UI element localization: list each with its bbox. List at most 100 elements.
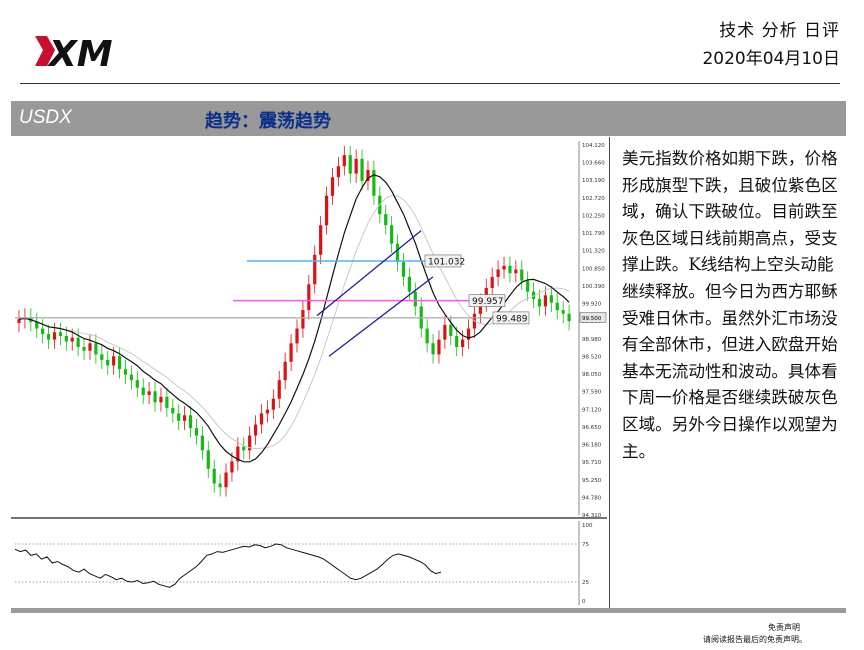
ma-fast-line [18,174,570,463]
candle-body [336,166,341,178]
trend-label: 趋势：震荡趋势 [205,111,331,132]
xm-logo: XM [35,34,113,74]
candle-body [496,269,500,277]
candle-body [153,391,157,403]
candle-body [206,450,210,469]
candle-body [319,225,323,255]
candle-body [212,468,216,484]
price-tick-label: 103.660 [582,161,605,167]
candle-body [520,269,524,281]
candle-body [413,291,417,307]
candle-body [117,356,122,370]
candle-body [159,396,163,403]
candle-body [88,343,92,351]
price-tick-label: 103.190 [582,178,605,184]
candle-body [248,435,252,451]
candle-body [407,276,411,292]
price-tick-label: 95.250 [582,478,602,484]
candle-body [64,335,68,342]
price-tick-label: 99.920 [582,302,602,308]
price-tick-label: 100.390 [582,284,605,290]
level-label-box [492,311,530,325]
price-tick-label: 104.120 [582,143,605,149]
report-title: 技术 分析 日评 [719,21,840,41]
candle-body [52,332,57,340]
moving-averages-layer [18,174,570,463]
header-divider [20,83,840,84]
candle-body [526,280,530,292]
candle-body [165,396,169,408]
price-tick-label: 102.720 [582,196,605,202]
candle-body [360,158,364,181]
price-tick-label: 95.710 [582,460,602,466]
candle-body [330,177,335,196]
trendlines-layer [316,230,434,357]
candle-body [183,415,187,421]
candle-body [514,269,518,274]
candle-body [390,225,394,244]
candle-body [123,369,128,375]
oscillator-tick-label: 25 [582,580,589,586]
candle-body [194,428,199,436]
candle-body [342,155,346,167]
candle-body [466,328,471,340]
candle-body [236,446,240,462]
candle-body [295,328,299,344]
candle-body [366,169,370,181]
levels-layer: 101.032 99.957 99.489 [15,254,530,325]
oscillator-tick-label: 75 [582,542,589,548]
candle-body [253,424,258,436]
candle-body [141,387,145,395]
candle-body [106,359,110,366]
instrument-symbol: USDX [19,107,72,128]
candle-body [372,169,376,196]
level-label: 99.489 [496,314,528,324]
candle-body [490,276,494,288]
candle-body [384,214,388,226]
candle-body [567,313,571,322]
candle-body [543,295,548,307]
candle-body [177,413,181,421]
candle-body [46,334,51,340]
candle-body [135,380,139,388]
price-tick-label: 98.520 [582,354,602,360]
candle-body [301,310,305,329]
price-tick-label: 97.590 [582,390,602,396]
candle-body [242,446,246,451]
candle-body [283,361,287,381]
level-label-box [424,254,462,268]
candle-body [17,319,21,324]
price-tick-label: 97.120 [582,407,602,413]
candle-body [531,291,536,300]
candle-body [82,347,86,351]
price-axis: 104.120 103.660 103.190 102.720 102.250 101.7… [578,141,607,519]
price-chart-panel: 101.032 99.957 99.489 104.120 103.660 103.19… [11,137,610,609]
price-tick-label: 98.050 [582,372,602,378]
oscillator-panel: 100 75 25 0 [14,521,593,605]
price-tick-label: 94.310 [582,513,602,519]
candle-body [461,339,465,348]
candle-body [537,299,542,307]
disclaimer-title: 免责声明 [768,623,800,632]
candle-body [129,374,133,381]
candle-body [561,310,565,314]
analysis-commentary: 美元指数价格如期下跌，价格形成旗型下跌，且破位紫色区域，确认下跌破位。目前跌至灰… [622,149,838,461]
price-tick-label: 102.250 [582,213,605,219]
price-tick-label: 101.790 [582,231,605,237]
candle-body [431,343,435,355]
candle-body [449,324,453,336]
candles-layer [17,145,571,497]
candle-body [94,343,98,355]
candle-body [443,324,447,340]
candle-body [76,337,80,348]
candle-body [58,332,63,336]
price-tick-label: 96.180 [582,443,602,449]
candle-body [508,265,512,274]
current-price-box [579,312,607,323]
candle-body [307,284,311,311]
disclaimer-text: 请阅读报告最后的免责声明。 [703,635,807,644]
candle-body [277,380,281,399]
price-tick-label: 98.980 [582,337,602,343]
candle-body [35,321,39,329]
candle-body [171,407,175,414]
